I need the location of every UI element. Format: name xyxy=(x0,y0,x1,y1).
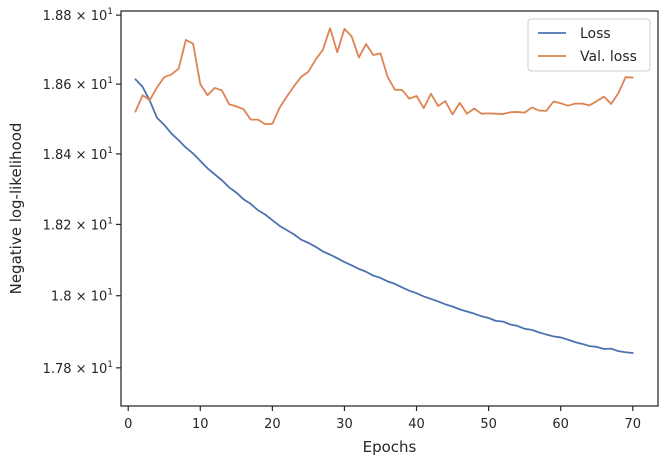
y-tick-label: 1.8 × 101 xyxy=(51,288,113,305)
x-tick-label: 40 xyxy=(408,417,425,432)
x-tick-label: 10 xyxy=(192,417,209,432)
x-tick-label: 30 xyxy=(336,417,353,432)
y-tick-exponent: 1 xyxy=(107,76,113,86)
plot-area xyxy=(120,10,659,407)
y-tick-mantissa: 1.8 × 10 xyxy=(51,290,107,305)
y-tick-label: 1.84 × 101 xyxy=(43,146,113,163)
x-tick-label: 0 xyxy=(124,417,132,432)
x-tick-label: 20 xyxy=(264,417,281,432)
x-tick-label: 60 xyxy=(552,417,569,432)
y-tick-exponent: 1 xyxy=(107,7,113,17)
series-layer xyxy=(134,27,634,354)
plot-frame xyxy=(120,10,659,407)
y-tick-exponent: 1 xyxy=(107,288,113,298)
y-tick-label: 1.88 × 101 xyxy=(43,7,113,24)
y-tick-exponent: 1 xyxy=(107,360,113,370)
y-tick-mantissa: 1.78 × 10 xyxy=(43,362,108,377)
series-line-loss xyxy=(134,78,634,354)
legend-box xyxy=(527,18,651,72)
legend-entries: Loss Val. loss xyxy=(538,26,637,65)
x-tick-label: 50 xyxy=(480,417,497,432)
y-tick-exponent: 1 xyxy=(107,146,113,156)
x-axis-label: Epochs xyxy=(363,438,417,456)
y-tick-label: 1.78 × 101 xyxy=(43,360,113,377)
y-tick-mantissa: 1.82 × 10 xyxy=(43,218,108,233)
y-tick-label: 1.82 × 101 xyxy=(43,216,113,233)
x-axis: 0 10 20 30 40 50 60 70 xyxy=(124,406,641,432)
y-tick-mantissa: 1.86 × 10 xyxy=(43,78,108,93)
y-tick-exponent: 1 xyxy=(107,216,113,226)
y-tick-label: 1.86 × 101 xyxy=(43,76,113,93)
legend-label: Loss xyxy=(580,26,611,42)
x-tick-label: 70 xyxy=(624,417,641,432)
legend: Loss Val. loss xyxy=(527,18,651,72)
y-tick-mantissa: 1.88 × 10 xyxy=(43,9,108,24)
legend-label: Val. loss xyxy=(580,49,637,65)
y-axis-label: Negative log-likelihood xyxy=(7,123,25,295)
series-line-val-loss xyxy=(134,27,634,126)
y-tick-mantissa: 1.84 × 10 xyxy=(43,148,108,163)
